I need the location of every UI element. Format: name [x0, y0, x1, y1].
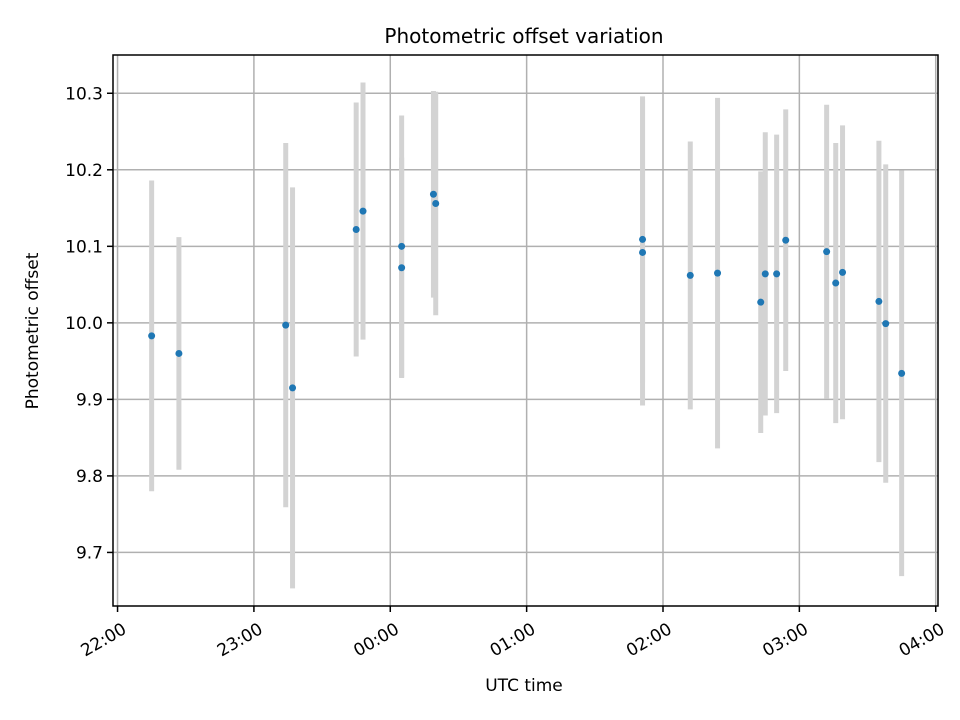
grid: [113, 55, 938, 606]
data-point: [175, 349, 183, 357]
x-tick-label: 01:00: [487, 619, 539, 661]
data-point: [757, 298, 765, 306]
y-tick-label: 10.3: [65, 84, 103, 104]
data-point: [432, 199, 440, 207]
y-tick-label: 10.2: [65, 161, 103, 181]
data-point: [398, 242, 406, 250]
data-point: [823, 248, 831, 256]
data-point: [839, 268, 847, 276]
plot-background: [113, 55, 938, 606]
data-point: [289, 384, 297, 392]
data-point: [148, 332, 156, 340]
y-axis-title: Photometric offset: [23, 252, 43, 409]
data-point: [898, 369, 906, 377]
data-point: [782, 236, 790, 244]
data-point: [714, 269, 722, 277]
data-point: [882, 320, 890, 328]
axes-frame: [112, 54, 939, 607]
y-tick-label: 10.0: [65, 314, 103, 334]
x-tick-label: 02:00: [623, 619, 675, 661]
axes-border: [112, 54, 939, 607]
y-tick-label: 9.7: [76, 543, 103, 563]
chart-title: Photometric offset variation: [384, 24, 663, 48]
data-point: [398, 264, 406, 272]
y-axis-ticks: 9.7 9.8 9.9 10.0 10.1 10.2 10.3: [65, 84, 113, 563]
y-tick-label: 9.8: [76, 467, 103, 487]
y-tick-label: 10.1: [65, 237, 103, 257]
x-tick-label: 22:00: [78, 619, 130, 661]
data-point: [639, 248, 647, 256]
data-point: [686, 271, 694, 279]
data-points: [148, 190, 906, 392]
x-tick-label: 23:00: [214, 619, 266, 661]
data-point: [429, 190, 437, 198]
data-point: [832, 279, 840, 287]
x-tick-label: 00:00: [350, 619, 402, 661]
x-tick-label: 04:00: [896, 619, 948, 661]
y-tick-label: 9.9: [76, 390, 103, 410]
data-point: [359, 207, 367, 215]
plot-area: [113, 55, 938, 606]
data-point: [761, 270, 769, 278]
data-point: [352, 225, 360, 233]
x-axis-title: UTC time: [485, 676, 563, 696]
data-point: [773, 270, 781, 278]
x-tick-label: 03:00: [759, 619, 811, 661]
data-point: [282, 321, 290, 329]
x-axis-ticks: 22:00 23:00 00:00 01:00 02:00 03:00 04:00: [78, 606, 948, 661]
data-point: [875, 297, 883, 305]
data-point: [639, 235, 647, 243]
